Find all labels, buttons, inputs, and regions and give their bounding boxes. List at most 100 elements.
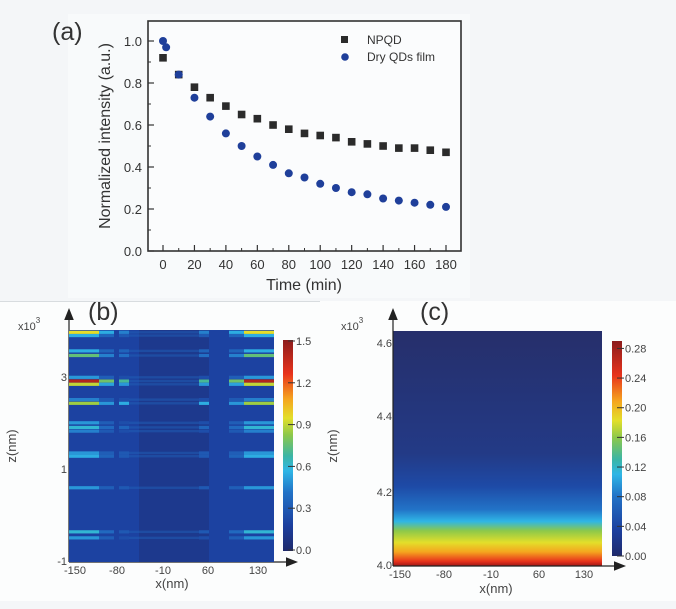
heatmap-band xyxy=(199,451,209,455)
heatmap-band xyxy=(69,486,99,490)
x-tick-label: 130 xyxy=(249,565,267,577)
heatmap-band xyxy=(69,421,99,425)
data-point-dry-film xyxy=(394,196,403,205)
x-axis-title-b: x(nm) xyxy=(155,576,188,591)
heatmap-band xyxy=(229,382,244,386)
data-point-npqd xyxy=(442,148,450,157)
heatmap-band xyxy=(199,454,209,458)
heatmap-band xyxy=(99,451,114,455)
heatmap-band xyxy=(69,454,99,458)
heatmap-band xyxy=(244,451,274,455)
colorbar-tick-label: 0.12 xyxy=(625,462,646,474)
heatmap-band xyxy=(69,530,99,534)
data-point-dry-film xyxy=(190,93,199,102)
x-axis-ticks: 0 20 40 60 80 100 120 140 160 180 xyxy=(159,245,457,272)
heatmap-band xyxy=(244,536,274,540)
heatmap-band xyxy=(199,421,209,425)
colorbar-ticks-b: 1.5 1.2 0.9 0.6 0.3 0.0 xyxy=(288,336,311,557)
data-point-npqd xyxy=(159,54,167,62)
x-tick-label: 140 xyxy=(372,257,394,272)
x-tick-label: 60 xyxy=(533,569,545,581)
panel-b-heatmap: (b) x103 -150 -80 -10 60 130 3 1 -1 x(nm) z(nm… xyxy=(4,298,311,591)
heatmap-band xyxy=(69,379,99,383)
heatmap-band-faint xyxy=(129,486,199,489)
heatmap-band xyxy=(229,536,244,540)
data-point-npqd xyxy=(190,83,199,91)
heatmap-band xyxy=(119,429,129,433)
heatmap-band xyxy=(199,425,209,430)
x-axis-title-c: x(nm) xyxy=(479,581,512,596)
x-tick-label: 130 xyxy=(575,569,593,581)
heatmap-band xyxy=(99,429,114,433)
heatmap-band xyxy=(99,375,114,379)
data-point-dry-film xyxy=(410,198,419,207)
heatmap-band xyxy=(229,401,244,405)
heatmap-band xyxy=(119,401,129,405)
data-point-dry-film xyxy=(174,70,183,79)
heatmap-band xyxy=(244,425,274,430)
x-tick-label: 0 xyxy=(159,257,166,272)
colorbar-tick-label: 0.6 xyxy=(296,461,311,473)
data-point-dry-film xyxy=(347,188,356,197)
data-point-npqd xyxy=(237,110,246,119)
data-point-npqd xyxy=(347,138,356,146)
heatmap-band xyxy=(244,353,274,358)
colorbar-tick-label: 0.16 xyxy=(625,432,646,444)
data-point-npqd xyxy=(206,93,214,102)
heatmap-band xyxy=(69,382,99,386)
heatmap-band xyxy=(69,349,99,353)
heatmap-band xyxy=(99,530,114,534)
heatmap-band-faint xyxy=(129,334,199,337)
data-point-dry-film xyxy=(316,179,325,188)
x-tick-label: -80 xyxy=(436,569,452,581)
y-tick-label: -1 xyxy=(57,556,67,568)
x-tick-label: 60 xyxy=(250,257,264,272)
y-tick-labels-b: 3 1 -1 xyxy=(57,372,67,568)
x-tick-labels-b: -150 -80 -10 60 130 xyxy=(64,565,267,577)
colorbar-tick-label: 0.28 xyxy=(625,343,646,355)
y-tick-label: 4.6 xyxy=(377,338,392,350)
x-tick-label: 100 xyxy=(309,257,331,272)
heatmap-band xyxy=(199,382,209,386)
legend-marker-npqd xyxy=(341,36,348,43)
heatmap-band xyxy=(199,530,209,534)
heatmap-band xyxy=(99,398,114,402)
heatmap-band xyxy=(229,330,244,334)
data-point-npqd xyxy=(332,133,340,142)
heatmap-band xyxy=(69,330,99,334)
data-point-npqd xyxy=(316,131,325,140)
x-tick-label: -150 xyxy=(64,565,86,577)
heatmap-band xyxy=(199,379,209,383)
heatmap-band xyxy=(244,454,274,458)
heatmap-band xyxy=(229,429,244,433)
heatmap-band xyxy=(99,536,114,540)
heatmap-band xyxy=(99,333,114,338)
heatmap-band xyxy=(244,349,274,353)
y-multiplier-b: x103 xyxy=(18,316,41,333)
heatmap-band xyxy=(229,425,244,430)
data-point-dry-film xyxy=(379,194,388,203)
heatmap-band xyxy=(99,486,114,490)
x-tick-label: 160 xyxy=(404,257,426,272)
heatmap-band xyxy=(199,330,209,334)
panel-separator xyxy=(0,301,320,302)
heatmap-band xyxy=(69,353,99,358)
heatmap-band xyxy=(199,486,209,490)
panel-c-label: (c) xyxy=(420,298,449,326)
y-tick-label: 1 xyxy=(61,464,67,476)
data-points xyxy=(159,37,450,211)
data-point-dry-film xyxy=(269,160,278,169)
data-point-dry-film xyxy=(300,173,309,182)
heatmap-band xyxy=(199,401,209,405)
colorbar-tick-label: 0.20 xyxy=(625,403,646,415)
heatmap-band-faint xyxy=(129,402,199,405)
data-point-dry-film xyxy=(162,43,171,52)
heatmap-band xyxy=(99,382,114,386)
heatmap-band xyxy=(229,375,244,379)
data-point-dry-film xyxy=(221,129,230,138)
heatmap-band xyxy=(99,425,114,430)
heatmap-band xyxy=(119,530,129,534)
heatmap-band-faint xyxy=(129,451,199,455)
heatmap-band xyxy=(229,454,244,458)
x-tick-label: -80 xyxy=(109,565,125,577)
